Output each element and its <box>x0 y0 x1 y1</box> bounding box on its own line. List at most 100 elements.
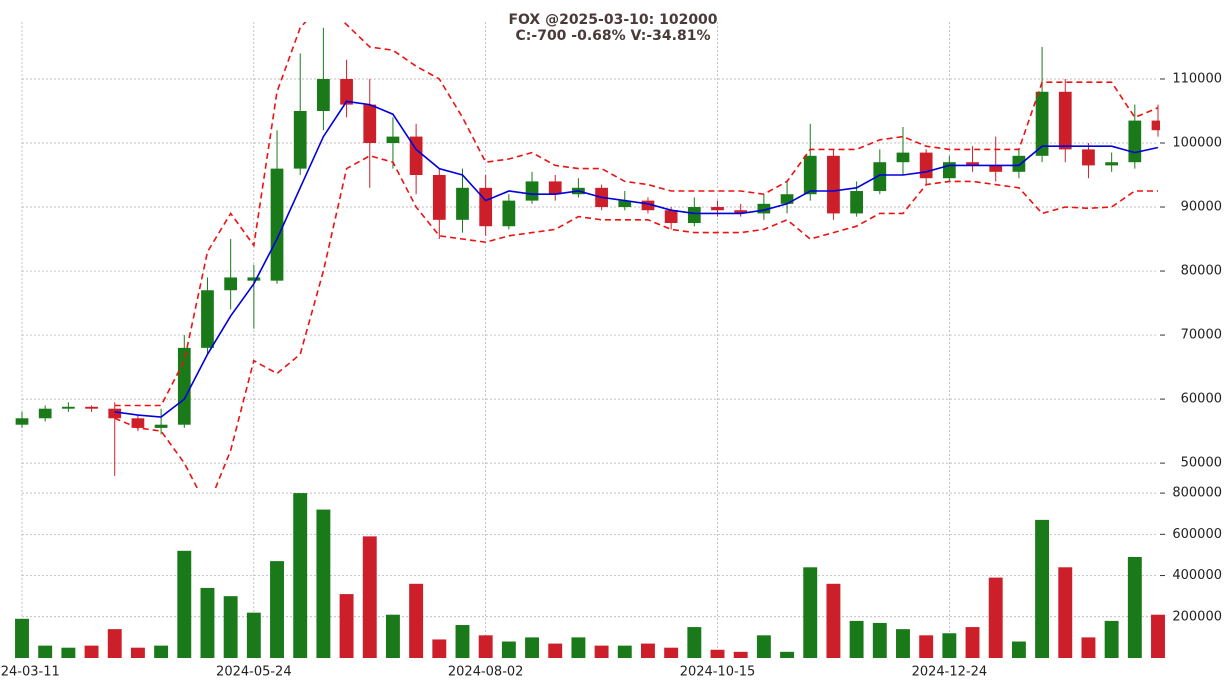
volume-bar <box>687 627 702 658</box>
volume-bar <box>733 651 748 658</box>
y-tick-label: 110000 <box>1172 71 1222 86</box>
volume-bar <box>316 509 331 658</box>
volume-bar <box>61 647 76 658</box>
y-tick-label: 200000 <box>1172 609 1222 624</box>
x-tick-label: 2024-03-11 <box>0 665 60 680</box>
y-tick-label: 800000 <box>1172 486 1222 501</box>
volume-bar <box>107 629 122 658</box>
volume-bar <box>15 618 29 658</box>
volume-bar <box>826 583 841 658</box>
volume-bar <box>478 635 493 658</box>
y-tick-label: 100000 <box>1172 136 1222 151</box>
candle-body <box>247 277 261 281</box>
volume-bar <box>988 577 1003 658</box>
candle-body <box>850 191 863 214</box>
candle-body <box>456 187 469 220</box>
volume-bar <box>1104 620 1119 658</box>
candle-body <box>827 155 840 214</box>
candle-body <box>525 181 539 201</box>
volume-bar <box>942 633 957 658</box>
candle-body <box>293 110 307 169</box>
y-tick-label: 50000 <box>1181 456 1222 471</box>
candle-body <box>1012 155 1026 172</box>
candle-body <box>1035 91 1049 156</box>
candle-body <box>386 136 400 144</box>
volume-bar <box>849 620 864 658</box>
candle-body <box>757 203 771 214</box>
volume-bar <box>617 645 632 658</box>
candle-body <box>1105 162 1119 166</box>
candle-body <box>131 418 145 428</box>
volume-bar <box>293 493 308 658</box>
x-tick-label: 2024-12-24 <box>912 665 988 680</box>
volume-bar <box>780 651 795 658</box>
candle-body <box>989 165 1003 172</box>
volume-bar <box>246 612 261 658</box>
volume-bar <box>432 639 447 658</box>
candle-body <box>363 104 377 144</box>
volume-bar <box>84 645 99 658</box>
band-line <box>114 22 1159 407</box>
price-panel <box>15 22 1160 490</box>
candle-body <box>803 155 817 195</box>
candle-body <box>224 277 238 291</box>
candle-body <box>108 408 122 419</box>
volume-bar <box>872 622 887 658</box>
candle-body <box>780 194 794 204</box>
candle-body <box>548 181 562 195</box>
candle-body <box>38 408 52 419</box>
candle-body <box>896 152 910 163</box>
candle-body <box>873 162 887 192</box>
chart-subtitle: C:-700 -0.68% V:-34.81% <box>516 28 711 44</box>
volume-bar <box>1011 641 1026 658</box>
candle-body <box>409 136 423 176</box>
candle-body <box>201 290 214 348</box>
band-line <box>114 154 1158 490</box>
volume-bar <box>919 635 934 658</box>
candle-body <box>919 152 933 179</box>
volume-bar <box>270 561 284 658</box>
y-tick-label: 600000 <box>1172 527 1222 542</box>
volume-bar <box>1151 614 1165 658</box>
volume-bar <box>641 643 655 658</box>
volume-bar <box>965 627 980 658</box>
candle-body <box>687 207 701 224</box>
volume-bar <box>664 647 679 658</box>
x-tick-label: 2024-05-24 <box>216 665 292 680</box>
x-tick-label: 2024-08-02 <box>448 665 524 680</box>
volume-bar <box>1081 637 1096 658</box>
candle-body <box>618 200 632 208</box>
candle-body <box>61 406 75 409</box>
x-tick-label: 2024-10-15 <box>680 665 756 680</box>
volume-bar <box>455 625 470 658</box>
volume-bar <box>594 645 609 658</box>
volume-bar <box>362 536 377 658</box>
volume-bar <box>525 637 539 658</box>
candle-body <box>154 424 168 428</box>
candle-body <box>734 210 748 214</box>
candle-body <box>502 200 516 227</box>
candle-body <box>479 187 493 227</box>
volume-bar <box>339 594 354 658</box>
chart-title: FOX @2025-03-10: 102000 <box>508 12 717 28</box>
candle-body <box>1082 149 1095 166</box>
volume-bar <box>177 550 192 658</box>
volume-bar <box>1058 567 1073 658</box>
volume-bar <box>548 643 563 658</box>
candle-body <box>270 168 284 281</box>
y-tick-label: 70000 <box>1181 328 1222 343</box>
candle-body <box>340 78 353 105</box>
candle-body <box>966 162 979 166</box>
volume-bar <box>200 587 215 658</box>
candle-body <box>641 200 655 211</box>
volume-bar <box>803 567 818 658</box>
volume-bar <box>756 635 771 658</box>
volume-bar <box>223 596 238 658</box>
y-tick-label: 90000 <box>1181 200 1222 215</box>
volume-bar <box>710 649 725 658</box>
candle-body <box>317 78 330 111</box>
volume-bar <box>38 645 53 658</box>
volume-bar <box>130 647 145 658</box>
candle-body <box>1128 120 1142 163</box>
